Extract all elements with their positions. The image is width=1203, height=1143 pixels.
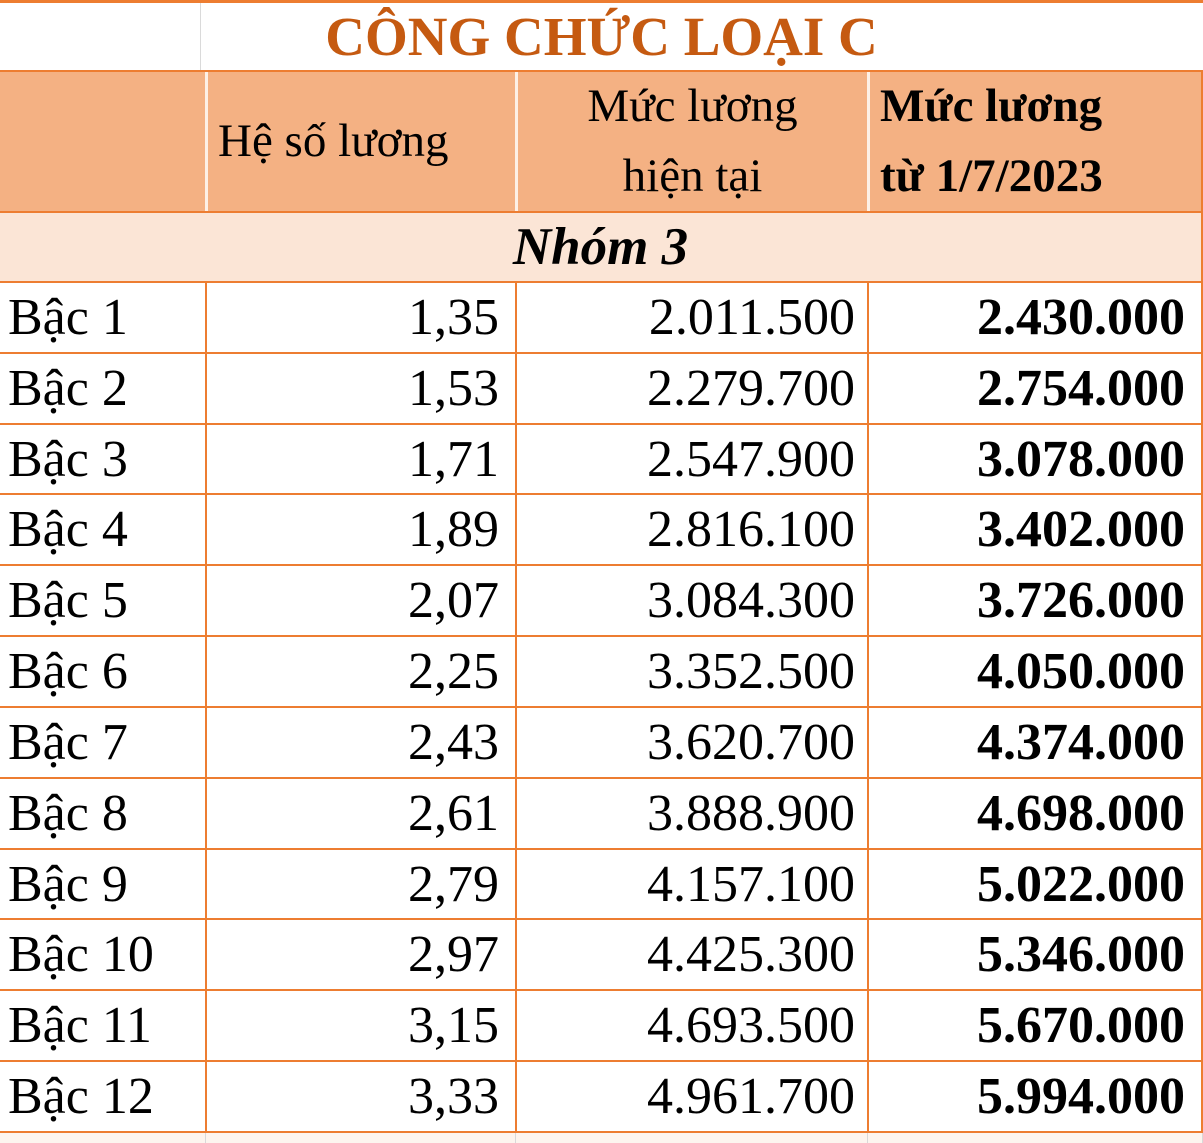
- coefficient-cell: 3,15: [205, 991, 515, 1061]
- group-header-row: Nhóm 3: [0, 213, 1203, 283]
- coefficient-cell: 1,71: [205, 424, 515, 494]
- coefficient-cell: 2,25: [205, 637, 515, 706]
- gridline: [200, 3, 201, 70]
- row-label-cell: Bậc 7: [8, 713, 128, 771]
- top-border-line: [0, 0, 1203, 3]
- table-row: Bậc 9 2,79 4.157.100 5.022.000: [0, 849, 1203, 921]
- new-salary-cell: 4.698.000: [867, 778, 1203, 848]
- new-salary-cell: 3.726.000: [867, 566, 1203, 636]
- current-salary-cell: 3.084.300: [515, 566, 867, 636]
- current-salary-cell: 4.961.700: [515, 1062, 867, 1131]
- table-row: Bậc 3 1,71 2.547.900 3.078.000: [0, 424, 1203, 496]
- coefficient-cell: 1,89: [205, 495, 515, 565]
- table-row: Bậc 5 2,07 3.084.300 3.726.000: [0, 566, 1203, 638]
- new-salary-cell: 2.754.000: [867, 353, 1203, 423]
- current-salary-cell: 3.620.700: [515, 707, 867, 777]
- page-title: CÔNG CHỨC LOẠI C: [325, 6, 878, 67]
- row-label-cell: Bậc 5: [8, 572, 128, 630]
- new-salary-cell: 3.402.000: [867, 495, 1203, 565]
- current-salary-cell: 3.352.500: [515, 637, 867, 706]
- row-label-cell: Bậc 12: [8, 1068, 154, 1126]
- coefficient-cell: 2,61: [205, 778, 515, 848]
- cutoff-cell: [0, 1133, 205, 1143]
- table-row: Bậc 8 2,61 3.888.900 4.698.000: [0, 778, 1203, 850]
- row-label-cell: Bậc 1: [8, 288, 128, 346]
- row-label-cell: Bậc 10: [8, 926, 154, 984]
- current-salary-cell: 2.547.900: [515, 424, 867, 494]
- header-cell-coefficient: Hệ số lương: [205, 72, 515, 212]
- current-salary-cell: 2.011.500: [515, 283, 867, 352]
- row-label-cell: Bậc 2: [8, 359, 128, 417]
- table-row: Bậc 12 3,33 4.961.700 5.994.000: [0, 1062, 1203, 1133]
- current-salary-cell: 4.693.500: [515, 991, 867, 1061]
- new-salary-cell: 4.374.000: [867, 707, 1203, 777]
- coefficient-cell: 2,97: [205, 920, 515, 990]
- table-body: Bậc 1 1,35 2.011.500 2.430.000 Bậc 2 1,5…: [0, 283, 1203, 1133]
- coefficient-cell: 3,33: [205, 1062, 515, 1131]
- cutoff-next-row: [0, 1133, 1203, 1143]
- new-salary-cell: 4.050.000: [867, 637, 1203, 706]
- header-cell-blank: [0, 72, 205, 211]
- table-row: Bậc 7 2,43 3.620.700 4.374.000: [0, 707, 1203, 779]
- new-salary-cell: 2.430.000: [867, 283, 1203, 352]
- header-label: Hệ số lương: [218, 114, 449, 167]
- table-row: Bậc 6 2,25 3.352.500 4.050.000: [0, 637, 1203, 708]
- header-label: Mức lương hiện tại: [587, 80, 798, 202]
- current-salary-cell: 2.279.700: [515, 353, 867, 423]
- row-label-cell: Bậc 11: [8, 997, 152, 1055]
- title-row: CÔNG CHỨC LOẠI C: [0, 3, 1203, 70]
- coefficient-cell: 1,35: [205, 283, 515, 352]
- row-label-cell: Bậc 4: [8, 501, 128, 559]
- header-cell-new-salary: Mức lương từ 1/7/2023: [867, 72, 1201, 212]
- row-label-cell: Bậc 8: [8, 784, 128, 842]
- new-salary-cell: 5.670.000: [867, 991, 1203, 1061]
- table-row: Bậc 2 1,53 2.279.700 2.754.000: [0, 353, 1203, 425]
- table-row: Bậc 4 1,89 2.816.100 3.402.000: [0, 495, 1203, 567]
- table-row: Bậc 11 3,15 4.693.500 5.670.000: [0, 991, 1203, 1063]
- current-salary-cell: 4.157.100: [515, 849, 867, 919]
- cutoff-cell: [205, 1133, 515, 1143]
- new-salary-cell: 5.346.000: [867, 920, 1203, 990]
- coefficient-cell: 2,07: [205, 566, 515, 636]
- header-label: Mức lương từ 1/7/2023: [880, 80, 1103, 202]
- new-salary-cell: 5.022.000: [867, 849, 1203, 919]
- coefficient-cell: 1,53: [205, 353, 515, 423]
- cutoff-cell: [515, 1133, 867, 1143]
- coefficient-cell: 2,79: [205, 849, 515, 919]
- coefficient-cell: 2,43: [205, 707, 515, 777]
- row-label-cell: Bậc 9: [8, 855, 128, 913]
- row-label-cell: Bậc 3: [8, 430, 128, 488]
- new-salary-cell: 5.994.000: [867, 1062, 1203, 1131]
- group-label: Nhóm 3: [512, 218, 689, 276]
- current-salary-cell: 3.888.900: [515, 778, 867, 848]
- table-row: Bậc 1 1,35 2.011.500 2.430.000: [0, 283, 1203, 354]
- table-row: Bậc 10 2,97 4.425.300 5.346.000: [0, 920, 1203, 992]
- cutoff-cell: [867, 1133, 1203, 1143]
- header-cell-current-salary: Mức lương hiện tại: [515, 72, 867, 212]
- new-salary-cell: 3.078.000: [867, 424, 1203, 494]
- row-label-cell: Bậc 6: [8, 643, 128, 701]
- table-header-row: Hệ số lương Mức lương hiện tại Mức lương…: [0, 70, 1203, 213]
- current-salary-cell: 4.425.300: [515, 920, 867, 990]
- current-salary-cell: 2.816.100: [515, 495, 867, 565]
